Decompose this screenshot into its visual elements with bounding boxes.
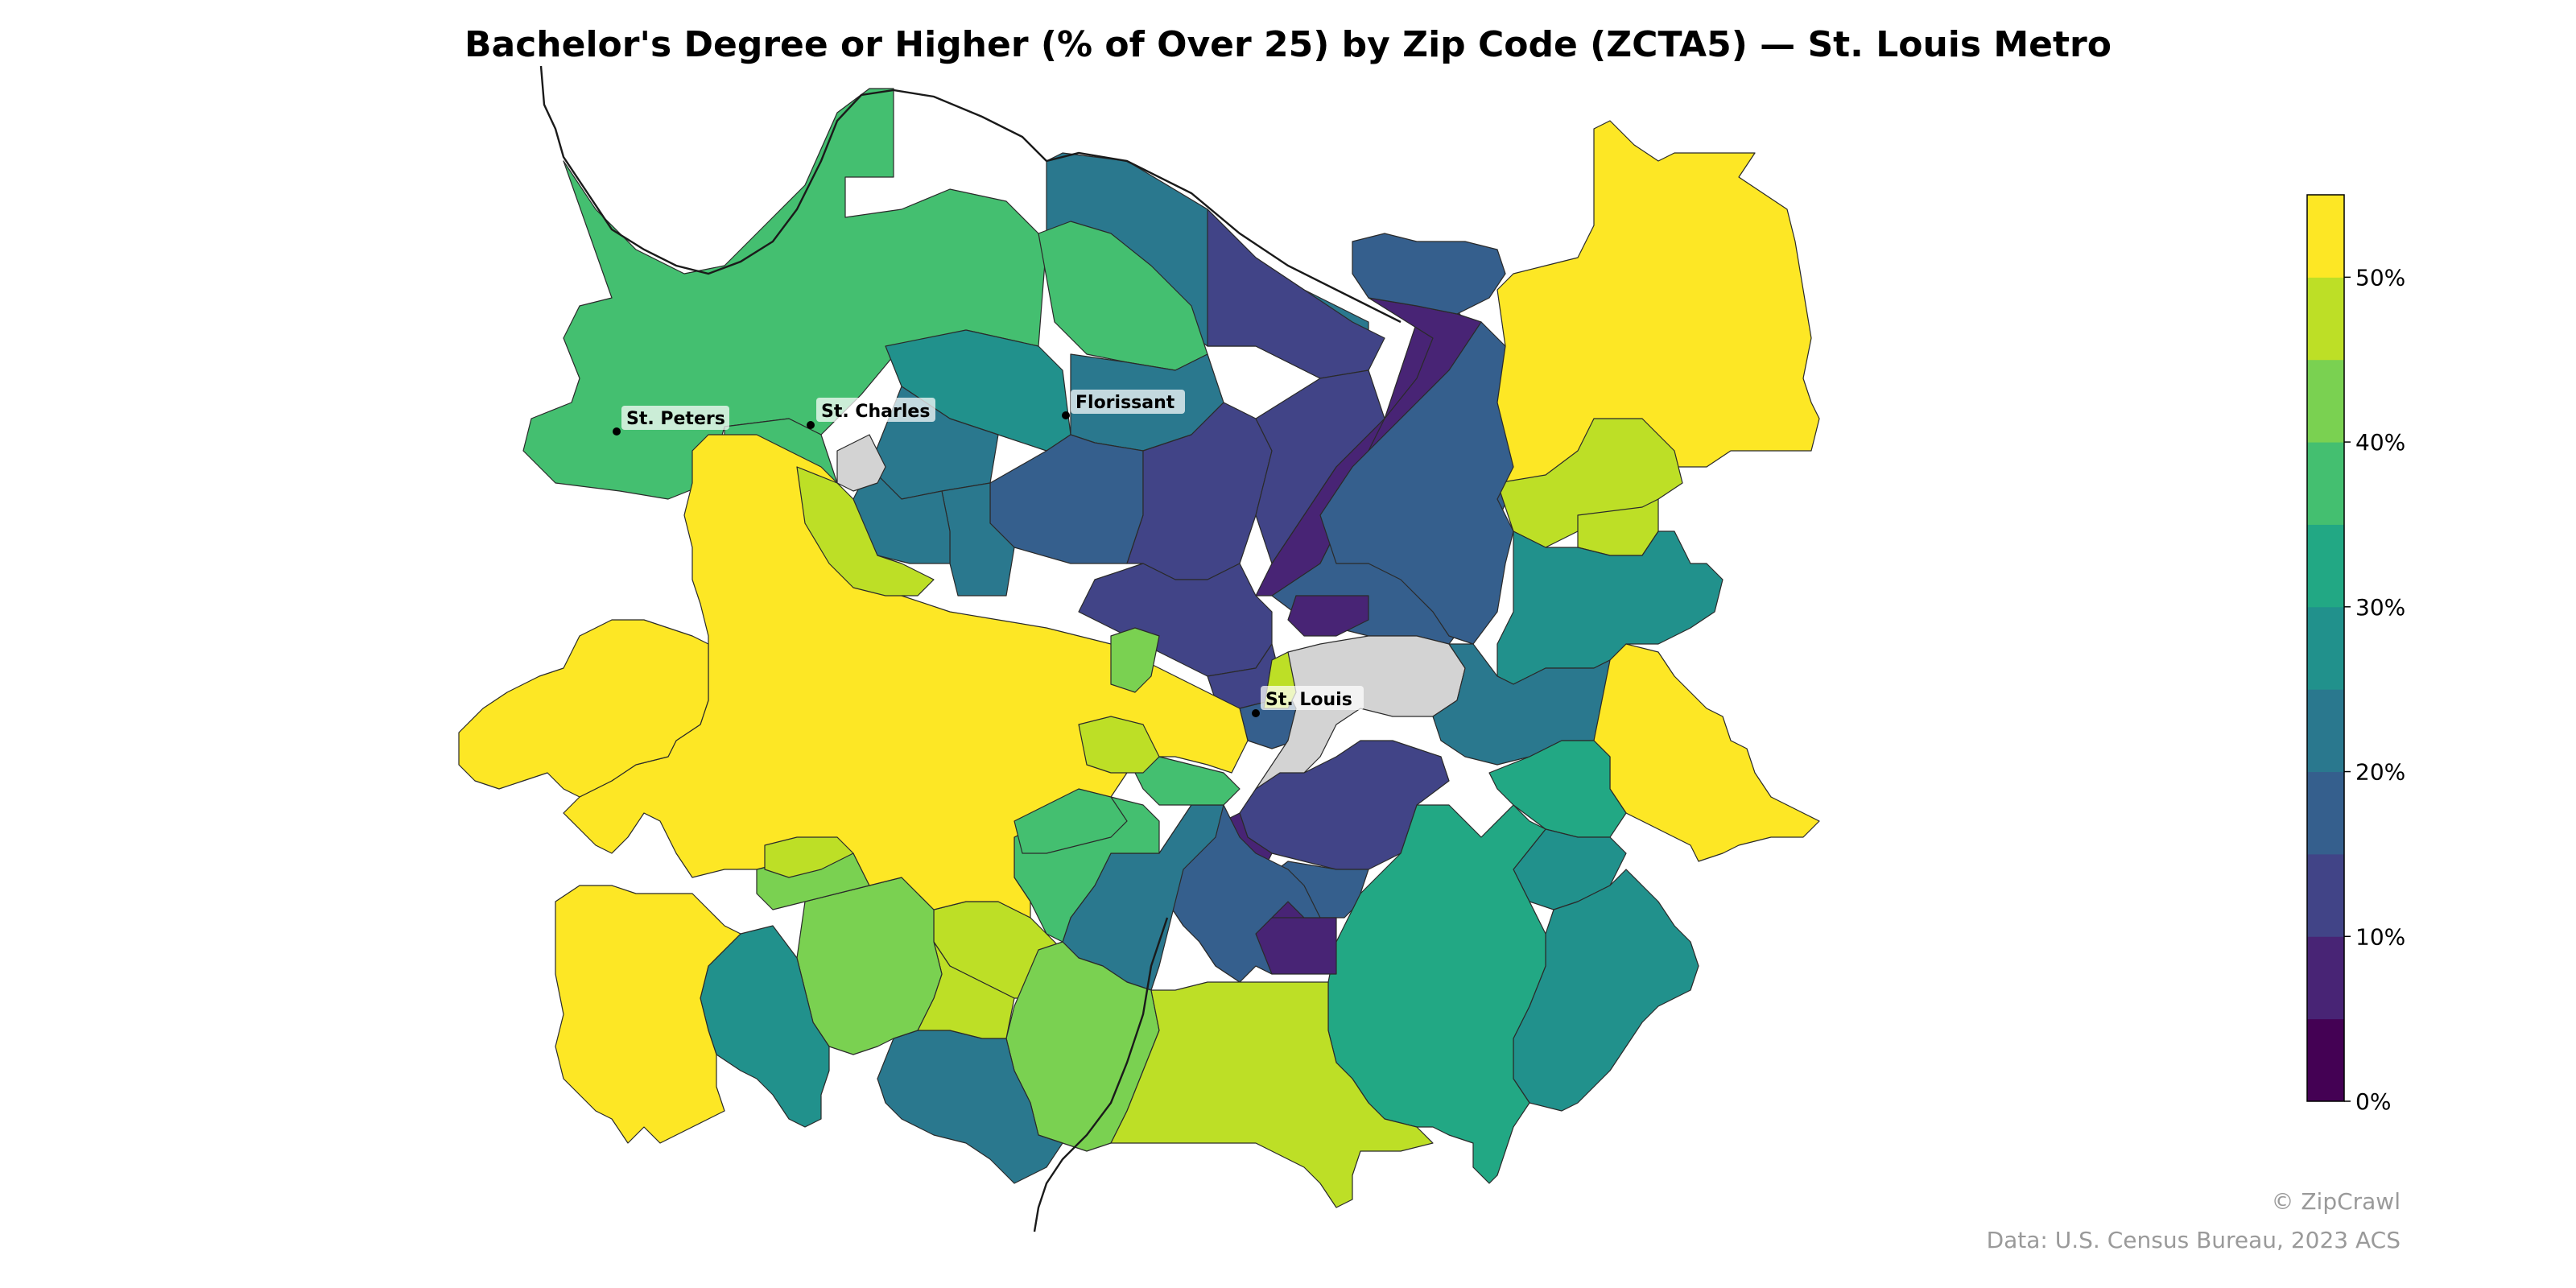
zip-region[interactable] <box>458 619 709 798</box>
colorbar-bin <box>2307 606 2344 690</box>
zip-region[interactable] <box>1319 321 1514 645</box>
colorbar-bin <box>2307 524 2344 608</box>
mississippi-river-line <box>1046 151 1402 324</box>
city-florissant: Florissant <box>1062 390 1185 419</box>
zip-region[interactable] <box>1432 120 1820 492</box>
zip-region[interactable] <box>1110 627 1160 693</box>
zip-region[interactable] <box>1352 233 1506 315</box>
zip-region[interactable] <box>1078 716 1160 774</box>
colorbar-tick-label: 30% <box>2355 594 2405 621</box>
city-label-st-peters: St. Peters <box>626 409 725 429</box>
zip-region[interactable] <box>1593 643 1820 862</box>
colorbar-bin <box>2307 689 2344 773</box>
meramec-river-line <box>1033 917 1169 1232</box>
zip-region[interactable] <box>764 836 854 878</box>
zip-region[interactable] <box>796 466 935 597</box>
colorbar-bin <box>2307 771 2344 855</box>
colorbar-bin <box>2307 277 2344 361</box>
city-st-charles: St. Charles <box>807 398 935 429</box>
colorbar-bin <box>2307 1018 2344 1102</box>
zip-region[interactable] <box>1126 756 1241 806</box>
data-source-note: Data: U.S. Census Bureau, 2023 ACS <box>1986 1227 2401 1253</box>
colorbar-tick-label: 20% <box>2355 759 2405 786</box>
missouri-river-line <box>539 65 1047 275</box>
zip-region[interactable] <box>989 434 1144 564</box>
zip-region[interactable] <box>1287 595 1369 637</box>
zip-region[interactable] <box>1110 981 1434 1208</box>
colorbar-bin <box>2307 442 2344 525</box>
colorbar-tick-label: 50% <box>2355 264 2405 291</box>
colorbar-bin <box>2307 195 2344 278</box>
colorbar-bin <box>2307 853 2344 937</box>
zip-region[interactable] <box>555 885 741 1144</box>
colorbar-tick-label: 40% <box>2355 429 2405 456</box>
zip-regions <box>458 88 1820 1208</box>
city-label-florissant: Florissant <box>1075 393 1175 413</box>
colorbar-tick-label: 0% <box>2355 1088 2391 1115</box>
city-label-st-charles: St. Charles <box>821 402 930 422</box>
colorbar-bin <box>2307 936 2344 1020</box>
zip-region[interactable] <box>1013 788 1128 854</box>
city-label-st-louis: St. Louis <box>1265 690 1352 710</box>
zip-region[interactable] <box>1207 208 1385 379</box>
city-st-peters: St. Peters <box>613 406 729 436</box>
colorbar-tick-label: 10% <box>2355 923 2405 950</box>
map-title: Bachelor's Degree or Higher (% of Over 2… <box>464 24 2112 65</box>
zip-region[interactable] <box>1255 635 1466 790</box>
city-st-louis: St. Louis <box>1252 686 1364 717</box>
colorbar-bin <box>2307 359 2344 443</box>
map-credit: © ZipCrawl <box>2271 1188 2401 1215</box>
colorbar-legend: 0% 10% 20% 30% 40% 50% <box>2306 194 2405 1115</box>
